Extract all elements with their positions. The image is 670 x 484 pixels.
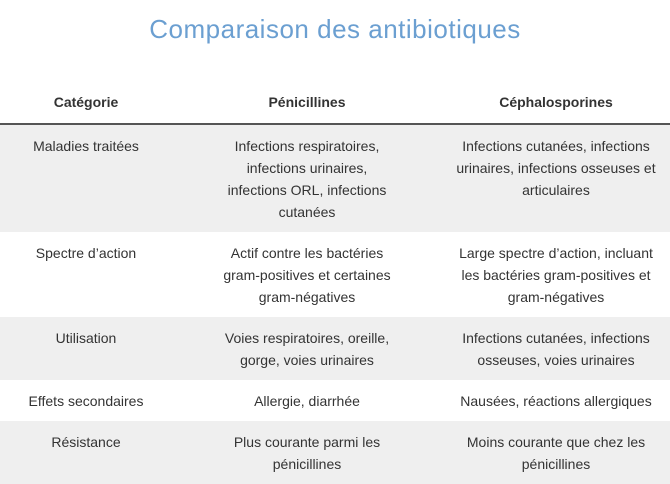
- header-row: Catégorie Pénicillines Céphalosporines: [0, 80, 670, 125]
- title: Comparaison des antibiotiques: [149, 14, 521, 44]
- table-cell: Large spectre d’action, incluant les bac…: [459, 245, 653, 305]
- table-cell: Plus courante parmi les pénicillines: [233, 434, 381, 472]
- table-cell: Effets secondaires: [28, 393, 144, 409]
- table-cell: Spectre d’action: [35, 245, 137, 261]
- table-row: Effets secondaires Allergie, diarrhée Naus…: [0, 380, 670, 421]
- header-cell: Pénicillines: [172, 80, 442, 125]
- table-cell: Infections cutanées, infections urinaire…: [456, 138, 656, 198]
- table-cell: Utilisation: [55, 330, 117, 346]
- table-body: Maladies traitées Infections respiratoire…: [0, 124, 670, 484]
- table-cell: Allergie, diarrhée: [254, 393, 360, 409]
- page: Comparaison des antibiotiques Catégorie P…: [0, 14, 670, 484]
- table-row: Maladies traitées Infections respiratoire…: [0, 124, 670, 232]
- table-cell: Résistance: [51, 434, 121, 450]
- table-cell: Voies respiratoires, oreille, gorge, voi…: [224, 330, 390, 368]
- table-cell: Maladies traitées: [33, 138, 139, 154]
- table-cell: Actif contre les bactéries gram-positive…: [223, 245, 391, 305]
- table-cell: Infections respiratoires, infections uri…: [227, 138, 387, 220]
- table-cell: Moins courante que chez les pénicillines: [466, 434, 646, 472]
- table-row: Utilisation Voies respiratoires, oreille,…: [0, 317, 670, 380]
- comparison-table: Catégorie Pénicillines Céphalosporines Mal…: [0, 80, 670, 484]
- table-row: Spectre d’action Actif contre les bactéri…: [0, 232, 670, 317]
- table-row: Résistance Plus courante parmi les pénici…: [0, 421, 670, 484]
- header-cell: Catégorie: [0, 80, 172, 125]
- table-cell: Nausées, réactions allergiques: [460, 393, 652, 409]
- table-cell: Infections cutanées, infections osseuses…: [462, 330, 650, 368]
- header-cell: Céphalosporines: [442, 80, 670, 125]
